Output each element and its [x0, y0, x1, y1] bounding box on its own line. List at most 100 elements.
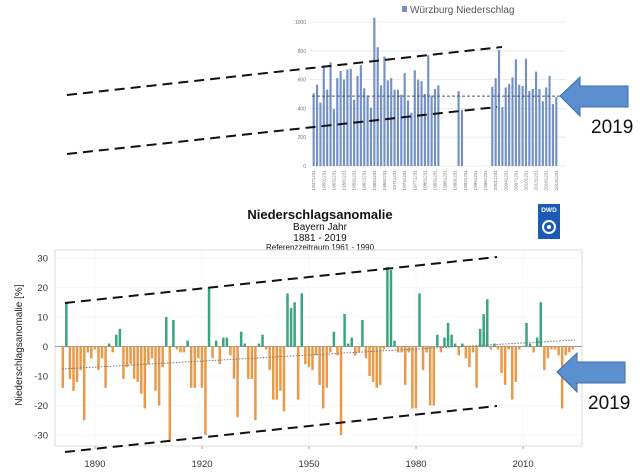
bar [433, 88, 437, 166]
x-tick-label: 2010 [512, 459, 533, 470]
bar [207, 287, 211, 347]
x-tick-label: 20071231 [513, 170, 518, 191]
bar [571, 346, 575, 350]
y-axis-label: Niederschlagsanomalie [%] [14, 284, 25, 405]
bar [349, 68, 352, 166]
bar [346, 69, 349, 166]
bar [315, 84, 319, 166]
bar [147, 346, 150, 365]
bar [272, 346, 275, 400]
bar [132, 346, 136, 379]
bar [279, 346, 282, 391]
bar [518, 346, 521, 350]
bar [150, 346, 154, 359]
x-tick-label: 19741231 [402, 170, 407, 191]
bar [243, 343, 246, 347]
bar [118, 328, 122, 347]
bar [268, 346, 271, 371]
top-upper-envelope [66, 46, 503, 96]
bar [325, 346, 329, 388]
bar [225, 337, 229, 347]
chart-period: 1881 - 2019 [293, 233, 347, 244]
bar [264, 346, 268, 350]
bar [72, 346, 75, 391]
bar [380, 85, 383, 166]
bottom-arrow-icon [556, 351, 626, 394]
bar [545, 87, 548, 166]
bar [326, 89, 329, 166]
x-tick-label: 20131231 [534, 170, 539, 191]
x-tick-label: 19951231 [473, 170, 478, 191]
bar [428, 346, 432, 406]
bar [193, 346, 197, 388]
svg-text:DWD: DWD [541, 207, 557, 214]
bar [307, 346, 311, 368]
bar [82, 346, 86, 421]
bar [93, 346, 97, 350]
bottom-lower-envelope [64, 405, 498, 453]
bar [366, 95, 369, 166]
x-tick-label: 19651231 [372, 170, 377, 191]
x-tick-label: 1920 [191, 459, 212, 470]
bar [406, 100, 410, 166]
y-tick-label: 0 [43, 342, 48, 353]
bar [86, 346, 90, 353]
bottom-chart: Niederschlagsanomalie Bayern Jahr 1881 -… [14, 204, 583, 470]
bar [532, 346, 535, 353]
bar [129, 346, 132, 365]
bar [90, 346, 93, 359]
x-tick-label: 19861231 [443, 170, 448, 191]
bar [430, 95, 433, 166]
x-tick-label: 19771231 [412, 170, 417, 191]
bar [497, 50, 501, 166]
bar [332, 331, 336, 347]
bar [491, 86, 494, 166]
bar [357, 346, 361, 353]
x-tick-label: 19501231 [321, 170, 326, 191]
y-tick-label: 400 [298, 106, 307, 112]
bar [154, 346, 157, 391]
x-tick-label: 20101231 [523, 170, 528, 191]
x-tick-label: 19711231 [392, 170, 397, 191]
bar [564, 346, 567, 356]
x-tick-label: 19831231 [433, 170, 438, 191]
bar [425, 346, 428, 353]
bar [336, 78, 339, 166]
bar [339, 70, 342, 166]
bar [418, 293, 421, 347]
bar [79, 346, 82, 371]
bar [420, 81, 423, 166]
bar [104, 346, 107, 388]
x-tick-label: 19621231 [362, 170, 367, 191]
bar [157, 346, 161, 406]
bar [403, 73, 406, 166]
bar [393, 89, 396, 166]
bar [318, 346, 321, 385]
bar [386, 266, 389, 347]
bar [350, 337, 353, 347]
bar [239, 331, 243, 347]
top-chart: 0 200 400 600 800 1000 19471231 19501231 195312… [295, 5, 568, 190]
x-tick-label: 19471231 [311, 170, 316, 191]
bar [427, 55, 430, 167]
bar [296, 346, 300, 400]
bar [496, 346, 500, 350]
bar [100, 346, 104, 359]
bar [329, 62, 332, 166]
bar [368, 346, 371, 376]
bar [439, 346, 443, 353]
bottom-upper-envelope [64, 256, 498, 304]
bar [501, 106, 504, 166]
bar [503, 346, 507, 385]
bar [521, 86, 524, 166]
bar [373, 17, 376, 167]
bar [319, 102, 322, 166]
bar [396, 346, 400, 353]
y-tick-label: -30 [34, 431, 48, 442]
bar [507, 346, 510, 350]
bar [97, 346, 100, 371]
x-tick-label: 19801231 [422, 170, 427, 191]
bar [361, 319, 364, 347]
envelope-lines [64, 46, 503, 453]
bar [197, 346, 200, 359]
